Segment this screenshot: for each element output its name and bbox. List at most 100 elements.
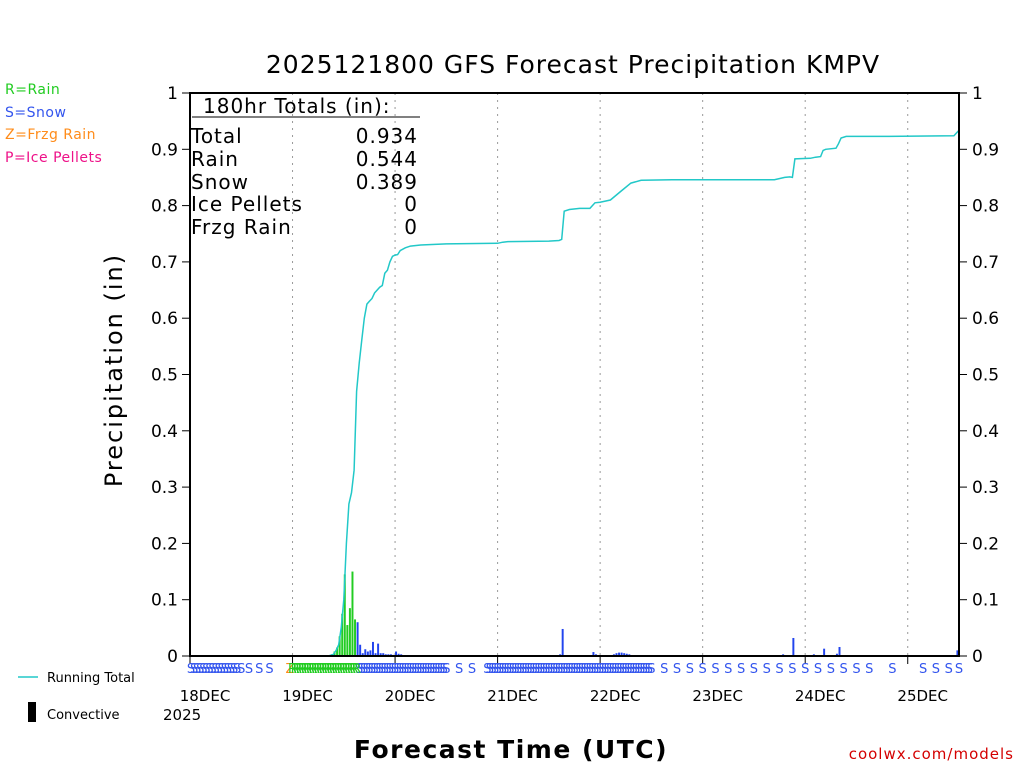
snow-marker: S (383, 662, 391, 677)
rain-marker: R (326, 662, 335, 677)
snow-marker: S (373, 662, 381, 677)
snow-marker: S (376, 662, 384, 677)
snow-marker: S (750, 662, 758, 677)
y-tick-label-right: 0.3 (972, 478, 999, 498)
snow-marker: S (617, 662, 625, 677)
snow-marker: S (570, 662, 578, 677)
snow-marker: S (237, 662, 245, 677)
snow-marker: S (517, 662, 525, 677)
snow-marker: S (558, 662, 566, 677)
snow-marker: S (540, 662, 548, 677)
snow-marker: S (599, 662, 607, 677)
snow-marker: S (614, 662, 622, 677)
snow-marker: S (814, 662, 822, 677)
snow-marker: S (227, 662, 235, 677)
rain-marker: R (314, 662, 323, 677)
snow-marker: S (365, 662, 373, 677)
snow-marker: S (468, 662, 476, 677)
x-tick-label-19dec: 19DEC (282, 687, 333, 705)
rain-marker: R (301, 662, 310, 677)
rain-marker: R (339, 662, 348, 677)
snow-marker: S (488, 662, 496, 677)
snow-bar (620, 652, 623, 656)
rain-bar (351, 571, 354, 656)
snow-marker: S (547, 662, 555, 677)
snow-marker: S (199, 662, 207, 677)
snow-marker: S (573, 662, 581, 677)
snow-marker: S (378, 662, 386, 677)
y-axis-title: Precipitation (in) (100, 253, 128, 487)
snow-marker: S (187, 662, 195, 677)
snow-marker: S (724, 662, 732, 677)
rain-bar (338, 636, 341, 656)
credit-link[interactable]: coolwx.com/models (848, 745, 1014, 763)
snow-bar (835, 653, 838, 656)
snow-marker: S (586, 662, 594, 677)
snow-marker: S (196, 662, 204, 677)
snow-marker: S (493, 662, 501, 677)
snow-marker: S (424, 662, 432, 677)
snow-marker: S (591, 662, 599, 677)
snow-marker: S (763, 662, 771, 677)
snow-marker: S (218, 662, 226, 677)
snow-marker: S (406, 662, 414, 677)
snow-marker: S (393, 662, 401, 677)
snow-marker: S (527, 662, 535, 677)
rain-marker: R (352, 662, 361, 677)
totals-label-frzg-rain: Frzg Rain (191, 215, 292, 239)
totals-value-snow: 0.389 (356, 170, 418, 194)
rain-bar (336, 647, 339, 656)
y-tick-label-left: 0.5 (151, 366, 178, 386)
snow-marker: S (552, 662, 560, 677)
rain-marker: R (350, 662, 359, 677)
y-tick-label-left: 1 (167, 84, 178, 104)
snow-marker: S (419, 662, 427, 677)
rain-bar (343, 574, 346, 656)
snow-marker: S (919, 662, 927, 677)
rain-marker: R (293, 662, 302, 677)
snow-marker: S (578, 662, 586, 677)
snow-marker: S (583, 662, 591, 677)
snow-marker: S (427, 662, 435, 677)
snow-marker: S (629, 662, 637, 677)
rain-bar (354, 619, 357, 656)
snow-marker: S (840, 662, 848, 677)
snow-marker: S (509, 662, 517, 677)
convective-legend-swatch (28, 702, 36, 722)
totals-label-total: Total (190, 124, 243, 148)
snow-marker: S (596, 662, 604, 677)
snow-marker: S (827, 662, 835, 677)
snow-marker: S (932, 662, 940, 677)
snow-marker: S (417, 662, 425, 677)
snow-marker: S (560, 662, 568, 677)
y-tick-label-left: 0.7 (151, 253, 178, 273)
snow-marker: S (233, 662, 241, 677)
snow-marker: S (711, 662, 719, 677)
frzg-marker: Z (286, 662, 295, 677)
rain-marker: R (321, 662, 330, 677)
legend-frzg-rain: Z=Frzg Rain (5, 127, 97, 143)
snow-bar (364, 649, 367, 656)
snow-bar (361, 653, 364, 656)
y-tick-label-right: 0.1 (972, 591, 999, 611)
snow-marker: S (401, 662, 409, 677)
snow-marker: S (640, 662, 648, 677)
snow-bar (623, 653, 626, 656)
snow-marker: S (627, 662, 635, 677)
snow-marker: S (358, 662, 366, 677)
snow-marker: S (265, 662, 273, 677)
rain-marker: R (291, 662, 300, 677)
snow-marker: S (422, 662, 430, 677)
snow-marker: S (440, 662, 448, 677)
snow-marker: S (499, 662, 507, 677)
rain-marker: R (311, 662, 320, 677)
snow-marker: S (399, 662, 407, 677)
y-tick-label-left: 0.9 (151, 140, 178, 160)
snow-bar (615, 653, 618, 656)
y-tick-label-right: 0.4 (972, 422, 999, 442)
totals-label-rain: Rain (191, 147, 239, 171)
snow-marker: S (686, 662, 694, 677)
snow-marker: S (529, 662, 537, 677)
snow-marker: S (514, 662, 522, 677)
